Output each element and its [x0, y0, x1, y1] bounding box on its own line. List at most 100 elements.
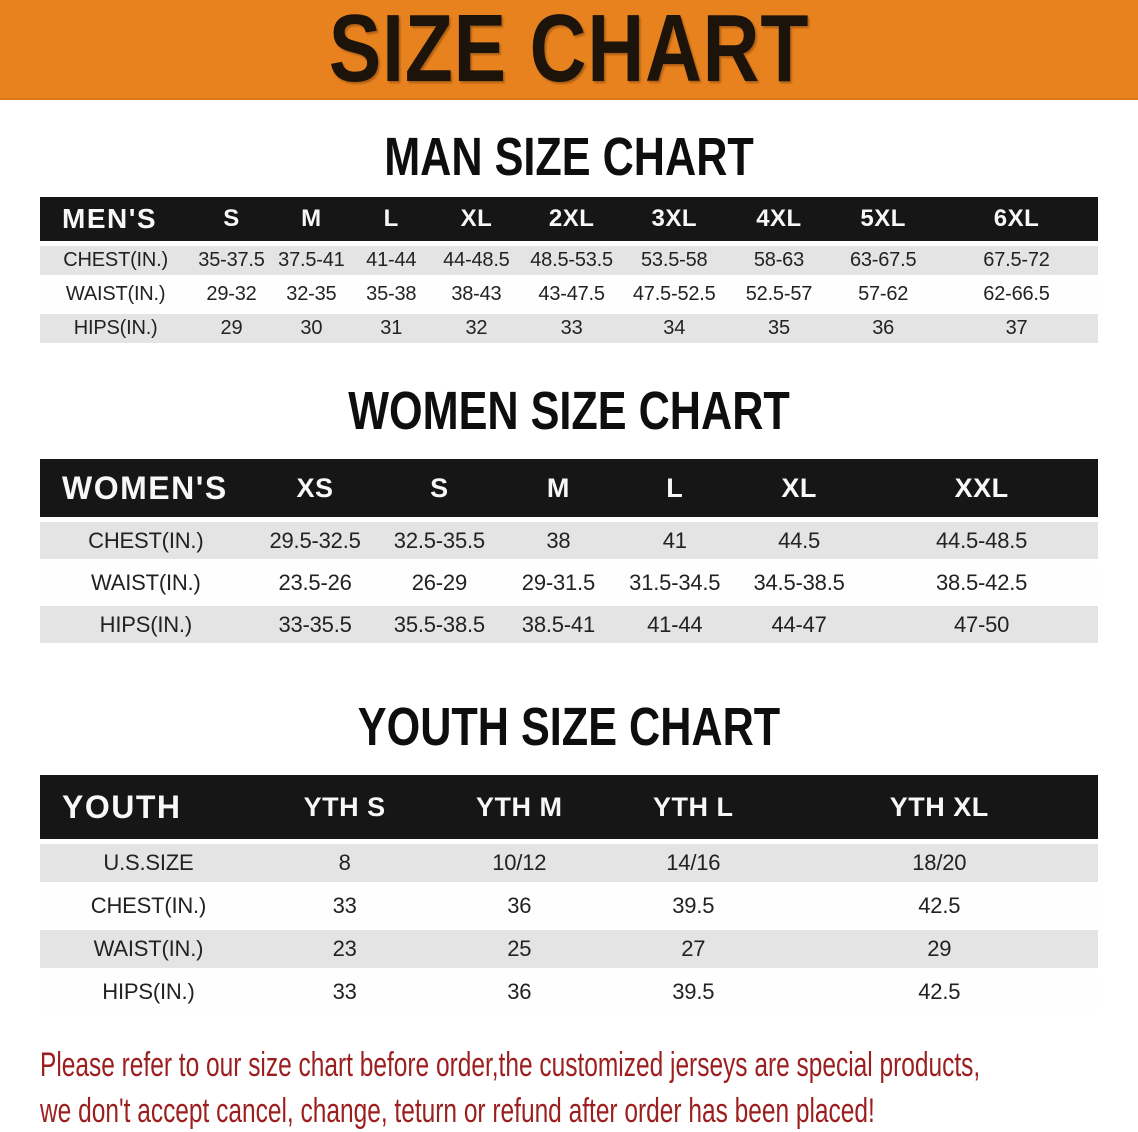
row-label: CHEST(IN.): [40, 522, 252, 559]
size-value-cell: 63-67.5: [831, 246, 935, 275]
size-value-cell: 44.5: [732, 522, 866, 559]
size-value-cell: 33: [521, 314, 622, 343]
table-row: HIPS(IN.) 33-35.5 35.5-38.5 38.5-41 41-44 44-…: [40, 606, 1098, 643]
size-value-cell: 8: [256, 844, 433, 882]
table-header-label: WOMEN'S: [40, 459, 252, 517]
size-value-cell: 10/12: [432, 844, 606, 882]
size-value-cell: 48.5-53.5: [521, 246, 622, 275]
size-value-cell: 29-31.5: [500, 564, 617, 601]
row-label: HIPS(IN.): [40, 606, 252, 643]
table-header-label: YOUTH: [40, 775, 257, 839]
women-chart-heading: WOMEN SIZE CHART: [348, 381, 790, 441]
table-header-row: YOUTH YTH S YTH M YTH L YTH XL: [40, 775, 1098, 839]
size-value-cell: 29-32: [191, 280, 272, 309]
size-column-header: S: [378, 459, 501, 517]
size-value-cell: 14/16: [606, 844, 781, 882]
row-label: WAIST(IN.): [40, 564, 252, 601]
size-value-cell: 36: [831, 314, 935, 343]
size-value-cell: 42.5: [780, 887, 1098, 925]
table-row: HIPS(IN.) 33 36 39.5 42.5: [40, 973, 1098, 1011]
size-value-cell: 33: [256, 887, 433, 925]
size-value-cell: 33: [256, 973, 433, 1011]
size-column-header: 4XL: [726, 197, 832, 241]
main-content: MAN SIZE CHART MEN'S S M L XL 2XL 3XL 4XL 5XL 6XL…: [0, 130, 1138, 1132]
size-value-cell: 38-43: [431, 280, 522, 309]
size-value-cell: 32.5-35.5: [378, 522, 501, 559]
notice-line-1: Please refer to our size chart before or…: [40, 1046, 981, 1084]
table-row: CHEST(IN.) 35-37.5 37.5-41 41-44 44-48.5 48.5…: [40, 246, 1098, 275]
size-value-cell: 39.5: [606, 887, 781, 925]
size-column-header: YTH XL: [780, 775, 1098, 839]
size-column-header: S: [191, 197, 272, 241]
youth-size-table: YOUTH YTH S YTH M YTH L YTH XL U.S.SIZE 8 10/12…: [40, 770, 1098, 1016]
size-value-cell: 38: [500, 522, 617, 559]
size-column-header: YTH S: [256, 775, 433, 839]
size-value-cell: 38.5-42.5: [865, 564, 1098, 601]
size-value-cell: 31.5-34.5: [616, 564, 733, 601]
size-value-cell: 39.5: [606, 973, 781, 1011]
size-column-header: XL: [732, 459, 866, 517]
table-row: WAIST(IN.) 29-32 32-35 35-38 38-43 43-47.5 47.…: [40, 280, 1098, 309]
row-label: CHEST(IN.): [40, 887, 257, 925]
size-value-cell: 35-38: [351, 280, 432, 309]
size-value-cell: 53.5-58: [621, 246, 727, 275]
size-value-cell: 47-50: [865, 606, 1098, 643]
table-header-label: MEN'S: [40, 197, 192, 241]
size-value-cell: 34: [621, 314, 727, 343]
size-column-header: YTH L: [606, 775, 781, 839]
size-column-header: YTH M: [432, 775, 606, 839]
size-value-cell: 58-63: [726, 246, 832, 275]
size-value-cell: 37.5-41: [271, 246, 352, 275]
size-value-cell: 23: [256, 930, 433, 968]
size-value-cell: 37: [935, 314, 1098, 343]
size-column-header: XL: [431, 197, 522, 241]
size-value-cell: 62-66.5: [935, 280, 1098, 309]
table-row: WAIST(IN.) 23 25 27 29: [40, 930, 1098, 968]
youth-chart-heading: YOUTH SIZE CHART: [357, 697, 781, 757]
size-value-cell: 25: [432, 930, 606, 968]
size-value-cell: 18/20: [780, 844, 1098, 882]
table-header-row: MEN'S S M L XL 2XL 3XL 4XL 5XL 6XL: [40, 197, 1098, 241]
women-size-table: WOMEN'S XS S M L XL XXL CHEST(IN.) 29.5-32.5 32.5…: [40, 454, 1098, 648]
size-value-cell: 57-62: [831, 280, 935, 309]
row-label: HIPS(IN.): [40, 973, 257, 1011]
row-label: WAIST(IN.): [40, 280, 192, 309]
table-row: HIPS(IN.) 29 30 31 32 33 34 35 36 37: [40, 314, 1098, 343]
size-column-header: 6XL: [935, 197, 1098, 241]
size-value-cell: 47.5-52.5: [621, 280, 727, 309]
youth-size-chart-section: YOUTH SIZE CHART YOUTH YTH S YTH M YTH L YTH…: [0, 700, 1138, 1016]
row-label: CHEST(IN.): [40, 246, 192, 275]
size-value-cell: 36: [432, 973, 606, 1011]
size-value-cell: 29: [191, 314, 272, 343]
order-notice: Please refer to our size chart before or…: [40, 1042, 1138, 1132]
men-size-table: MEN'S S M L XL 2XL 3XL 4XL 5XL 6XL CHEST(IN.) 35-37…: [40, 192, 1098, 348]
size-value-cell: 30: [271, 314, 352, 343]
size-value-cell: 41: [616, 522, 733, 559]
size-value-cell: 35.5-38.5: [378, 606, 501, 643]
size-value-cell: 26-29: [378, 564, 501, 601]
size-value-cell: 34.5-38.5: [732, 564, 866, 601]
size-value-cell: 23.5-26: [251, 564, 379, 601]
size-value-cell: 52.5-57: [726, 280, 832, 309]
size-value-cell: 29.5-32.5: [251, 522, 379, 559]
size-value-cell: 43-47.5: [521, 280, 622, 309]
size-value-cell: 44-48.5: [431, 246, 522, 275]
size-value-cell: 29: [780, 930, 1098, 968]
men-chart-heading: MAN SIZE CHART: [384, 127, 754, 187]
table-row: CHEST(IN.) 33 36 39.5 42.5: [40, 887, 1098, 925]
size-column-header: XXL: [865, 459, 1098, 517]
size-value-cell: 41-44: [351, 246, 432, 275]
size-value-cell: 32: [431, 314, 522, 343]
size-value-cell: 38.5-41: [500, 606, 617, 643]
size-value-cell: 36: [432, 887, 606, 925]
size-value-cell: 44-47: [732, 606, 866, 643]
size-column-header: L: [351, 197, 432, 241]
size-column-header: 2XL: [521, 197, 622, 241]
size-value-cell: 35: [726, 314, 832, 343]
table-row: CHEST(IN.) 29.5-32.5 32.5-35.5 38 41 44.5 44.5…: [40, 522, 1098, 559]
page-title: SIZE CHART: [328, 0, 810, 102]
size-value-cell: 33-35.5: [251, 606, 379, 643]
size-value-cell: 35-37.5: [191, 246, 272, 275]
row-label: U.S.SIZE: [40, 844, 257, 882]
